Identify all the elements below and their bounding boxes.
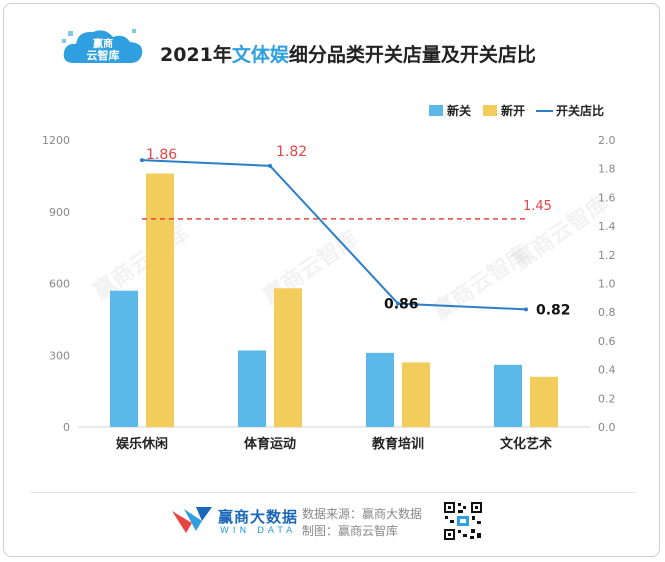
left-axis-tick: 900	[49, 206, 70, 219]
windata-logo-icon	[172, 507, 212, 533]
source-line: 数据来源：赢商大数据	[302, 507, 423, 521]
x-axis-category-label: 娱乐休闲	[116, 436, 168, 452]
qr-code-icon	[443, 501, 483, 541]
chart-plot: 赢商云智库 赢商云智库 赢商云智库赢商云智库030060090012000.00.2…	[42, 103, 616, 452]
title-prefix: 2021年	[160, 44, 232, 66]
ratio-point	[140, 158, 144, 163]
watermark-text: 赢商云智库	[89, 221, 194, 305]
ratio-line	[141, 159, 527, 311]
bar-closed	[110, 290, 138, 427]
footer-brand-sub: WIN DATA	[220, 526, 297, 536]
ratio-point	[396, 301, 400, 306]
x-axis-category-label: 教育培训	[371, 436, 424, 452]
legend-closed-label: 新关	[447, 103, 471, 118]
bar-opened	[402, 362, 430, 427]
legend-opened-swatch	[483, 105, 497, 116]
title-highlight: 文体娱	[231, 44, 289, 66]
maker-line: 制图：赢商云智库	[302, 524, 399, 538]
chart-card	[3, 3, 660, 557]
footer-source: 数据来源：赢商大数据 制图：赢商云智库	[302, 506, 422, 540]
ratio-point	[524, 307, 528, 312]
right-axis-tick: 1.8	[598, 163, 616, 176]
brand-logo-text-2: 云智库	[87, 48, 120, 62]
x-axis-category-label: 体育运动	[244, 436, 296, 452]
bar-closed	[238, 350, 266, 427]
left-axis-tick: 600	[49, 278, 70, 291]
bar-opened	[274, 288, 302, 427]
right-axis-tick: 0.8	[598, 306, 616, 319]
title-suffix: 细分品类开关店量及开关店比	[288, 44, 536, 66]
right-axis-tick: 0.2	[598, 392, 616, 405]
bar-closed	[494, 364, 522, 427]
right-axis-tick: 0.6	[598, 335, 616, 348]
left-axis-tick: 300	[49, 349, 70, 362]
left-axis-tick: 0	[63, 421, 70, 434]
right-axis-tick: 1.0	[598, 278, 616, 291]
brand-logo-text-1: 赢商	[93, 37, 113, 50]
average-reference-label: 1.45	[523, 199, 552, 214]
ratio-data-label: 0.86	[384, 297, 419, 313]
right-axis-tick: 1.6	[598, 191, 616, 204]
bar-closed	[366, 352, 394, 427]
ratio-point	[268, 163, 272, 168]
bar-opened	[530, 376, 558, 427]
left-axis-tick: 1200	[42, 134, 70, 147]
right-axis-tick: 2.0	[598, 134, 616, 147]
footer-divider	[30, 492, 635, 493]
legend-opened-label: 新开	[501, 103, 525, 118]
ratio-data-label: 0.82	[536, 302, 571, 318]
brand-cloud-logo: 赢商 云智库	[62, 29, 143, 63]
chart-title: 2021年文体娱细分品类开关店量及开关店比	[160, 40, 536, 67]
right-axis-tick: 0.4	[598, 364, 616, 377]
right-axis-tick: 0.0	[598, 421, 616, 434]
ratio-data-label: 1.86	[146, 147, 177, 163]
legend-ratio-label: 开关店比	[556, 103, 604, 118]
right-axis-tick: 1.4	[598, 220, 616, 233]
legend-closed-swatch	[429, 105, 443, 116]
bar-opened	[146, 173, 174, 427]
x-axis-category-label: 文化艺术	[500, 436, 552, 452]
footer-brand-name: 赢商大数据	[218, 508, 299, 526]
right-axis-tick: 1.2	[598, 249, 616, 262]
ratio-data-label: 1.82	[276, 144, 307, 160]
